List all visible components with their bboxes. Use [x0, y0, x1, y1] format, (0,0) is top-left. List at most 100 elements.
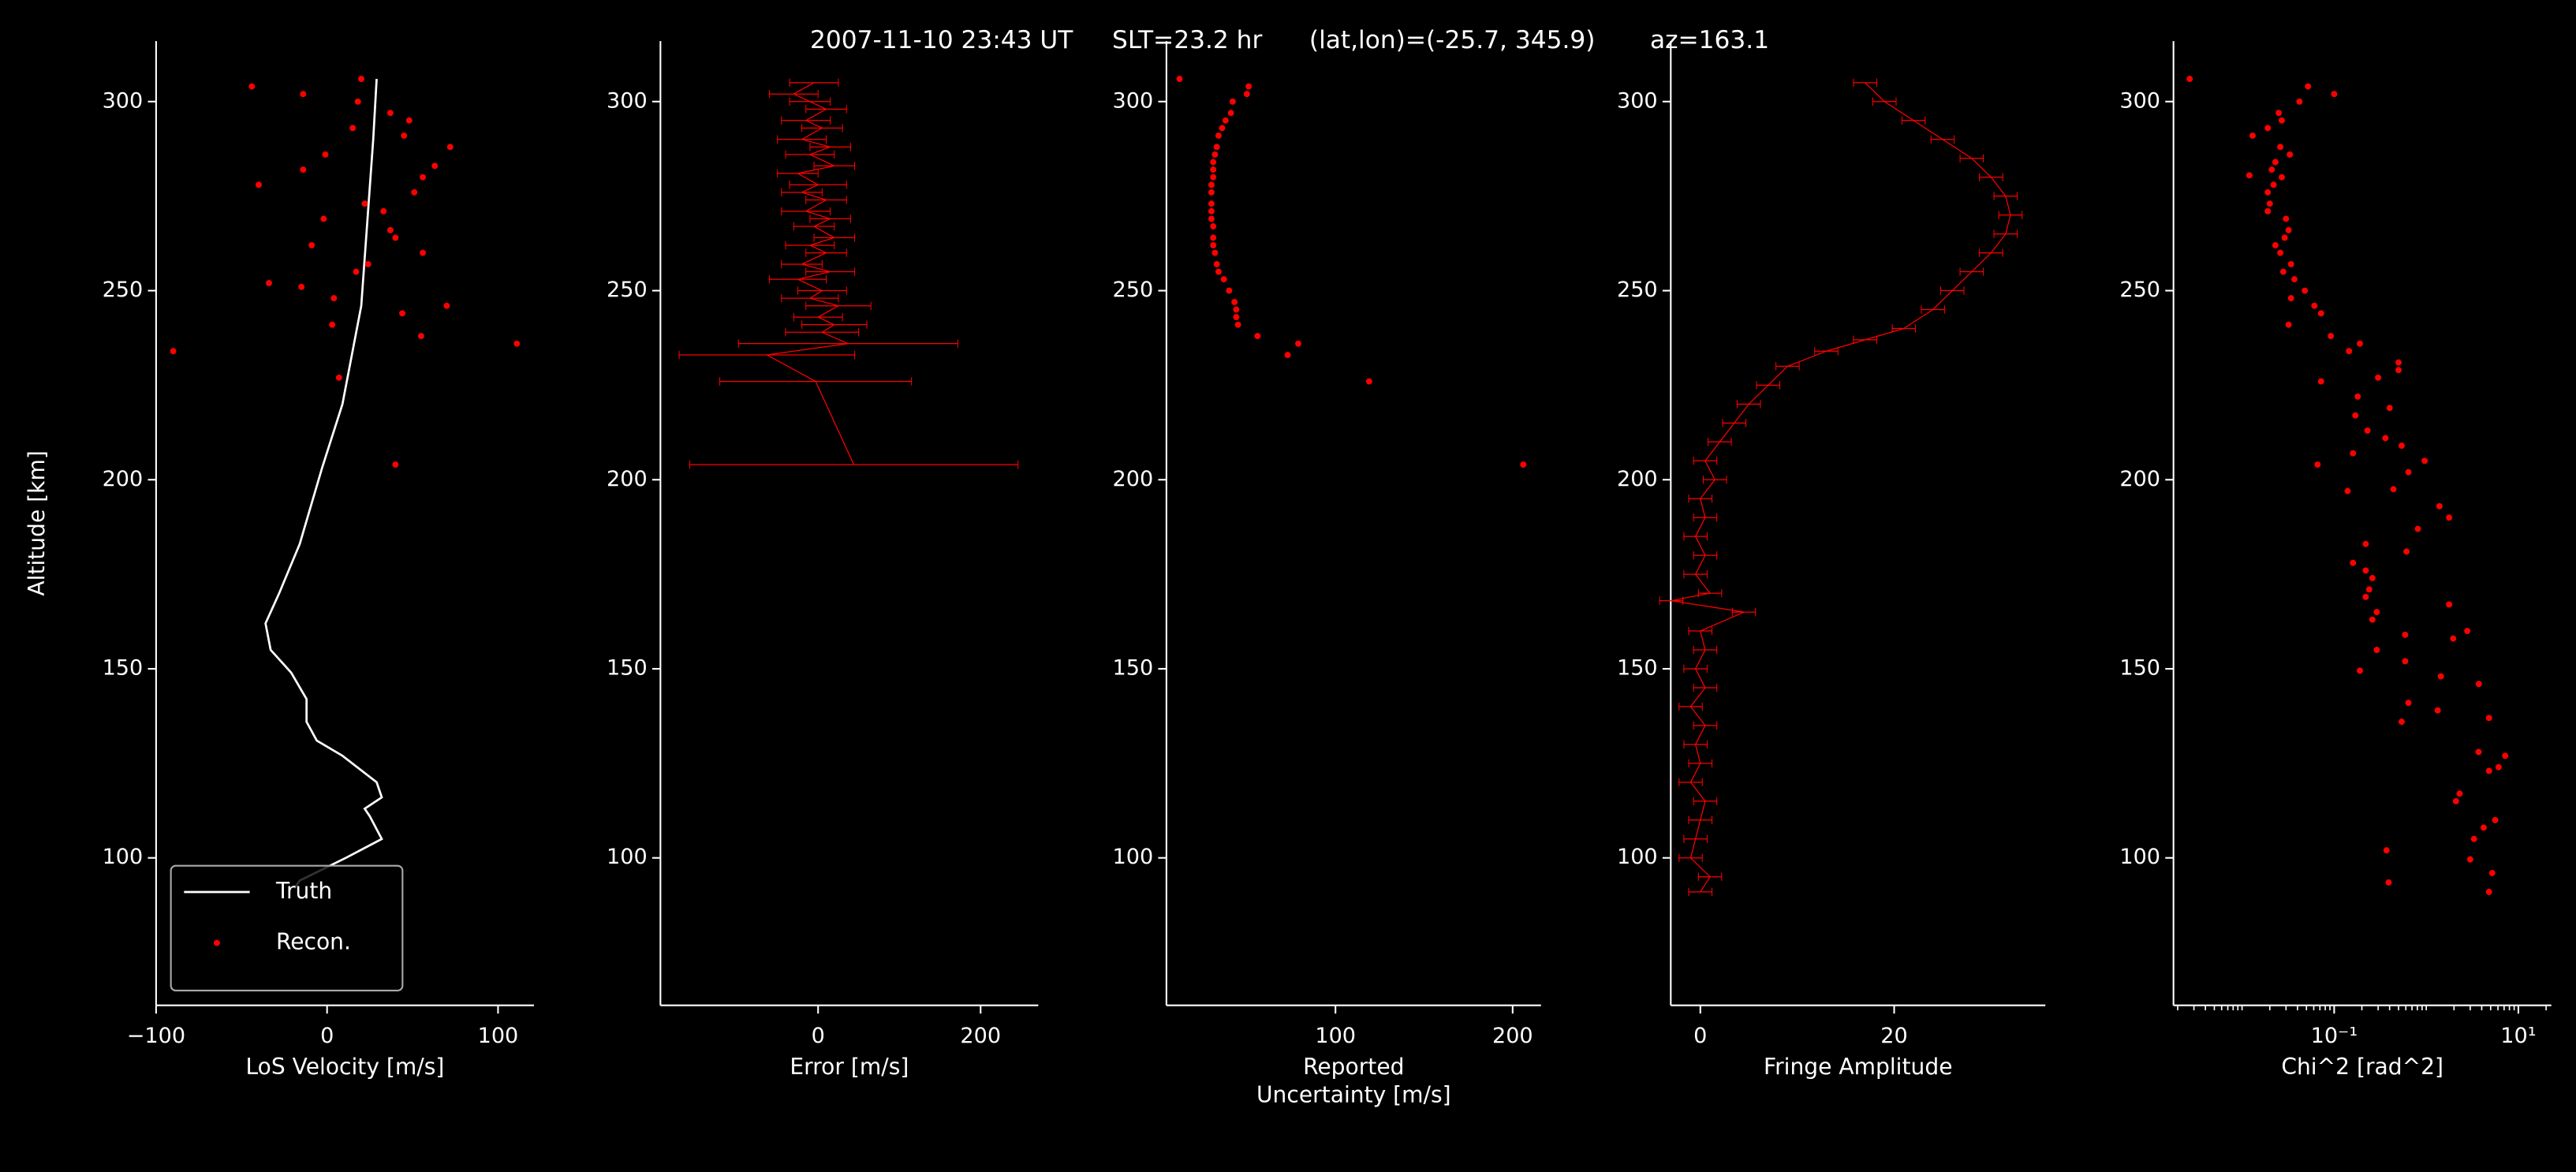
point: [2398, 442, 2405, 450]
point: [2354, 393, 2361, 400]
x-axis-label: Error [m/s]: [790, 1054, 909, 1081]
point: [2446, 514, 2453, 521]
y-tick-label: 200: [103, 467, 144, 491]
y-tick-label: 300: [1617, 88, 1658, 113]
point: [2456, 790, 2463, 797]
point: [1210, 242, 1217, 248]
point: [513, 340, 521, 347]
point: [420, 174, 427, 181]
point: [2373, 647, 2380, 653]
point: [2395, 359, 2402, 366]
line: [264, 78, 383, 889]
point: [1208, 181, 1215, 188]
point: [2266, 200, 2273, 207]
point: [1215, 132, 1222, 139]
point: [2395, 367, 2402, 374]
x-tick-label: 20: [1880, 1024, 1907, 1048]
point: [1229, 98, 1236, 105]
y-tick-label: 100: [607, 845, 648, 869]
point: [329, 321, 336, 328]
point: [1222, 117, 1229, 124]
point: [1211, 249, 1219, 256]
x-axis-label: Chi^2 [rad^2]: [2281, 1054, 2444, 1081]
point: [2352, 412, 2359, 419]
x-axis-label-box: Chi^2 [rad^2]: [2281, 1054, 2444, 1081]
point: [1210, 159, 1217, 166]
point: [2485, 767, 2492, 774]
point: [1234, 321, 1241, 328]
point: [1365, 378, 1372, 385]
point: [2264, 125, 2272, 132]
point: [2446, 601, 2453, 608]
point: [2287, 151, 2294, 158]
x-tick-label: 10⁻¹: [2311, 1024, 2358, 1048]
point: [392, 461, 399, 468]
point: [1231, 298, 1238, 305]
point: [2272, 159, 2279, 166]
point: [1210, 223, 1217, 230]
point: [1213, 144, 1220, 151]
point: [2279, 174, 2285, 181]
point: [2405, 468, 2412, 476]
point: [2331, 91, 2338, 98]
y-tick-label: 150: [1113, 655, 1154, 680]
point: [2385, 879, 2392, 886]
point: [2402, 658, 2409, 665]
y-tick-label: 300: [607, 88, 648, 113]
point: [2350, 559, 2357, 566]
point: [1243, 91, 1250, 98]
y-tick-label: 100: [2119, 845, 2160, 869]
point: [2405, 700, 2412, 707]
point: [2270, 181, 2277, 188]
y-tick-label: 200: [607, 467, 648, 491]
point: [2311, 302, 2318, 309]
point: [2502, 752, 2509, 760]
y-tick-label: 150: [607, 655, 648, 680]
x-axis-label-box: Reported Uncertainty [m/s]: [1256, 1054, 1451, 1108]
point: [2475, 748, 2482, 756]
point: [405, 117, 413, 124]
x-axis-label: LoS Velocity [m/s]: [245, 1054, 445, 1081]
legend-box: [170, 864, 404, 992]
point: [2285, 226, 2292, 233]
point: [2390, 486, 2397, 493]
point: [1215, 268, 1222, 275]
y-tick-label: 250: [607, 278, 648, 302]
y-axis-label: Altitude [km]: [24, 450, 50, 595]
x-tick-label: −100: [127, 1024, 185, 1048]
point: [1210, 174, 1217, 181]
point: [2268, 166, 2275, 174]
point: [2275, 110, 2283, 117]
x-tick-label: 100: [1315, 1024, 1356, 1048]
point: [386, 226, 394, 233]
point: [354, 98, 361, 105]
x-axis-label-box: Fringe Amplitude: [1764, 1054, 1953, 1081]
x-tick-label: 100: [478, 1024, 519, 1048]
point: [2437, 673, 2444, 680]
y-tick-label: 200: [2119, 467, 2160, 491]
point: [2362, 567, 2369, 574]
point: [2277, 144, 2284, 151]
panel: 100 150 200 250 300 0 20 Fringe Amplitude: [1617, 41, 2046, 1081]
point: [2287, 261, 2294, 267]
point: [2362, 593, 2369, 600]
point: [2277, 249, 2284, 256]
point: [1208, 200, 1215, 207]
point: [2317, 378, 2324, 385]
point: [2362, 540, 2369, 547]
point: [2485, 715, 2492, 722]
x-tick-label: 0: [1693, 1024, 1707, 1048]
point: [1208, 188, 1215, 196]
x-axis-label-box: LoS Velocity [m/s]: [245, 1054, 445, 1081]
x-tick-label: 0: [320, 1024, 334, 1048]
point: [2364, 427, 2371, 434]
point: [1245, 83, 1253, 90]
legend-label: Truth: [275, 878, 332, 904]
y-tick-label: 150: [1617, 655, 1658, 680]
point: [2356, 340, 2363, 347]
point: [266, 279, 272, 286]
point: [2365, 586, 2373, 593]
point: [1210, 234, 1217, 241]
y-tick-label: 300: [1113, 88, 1154, 113]
